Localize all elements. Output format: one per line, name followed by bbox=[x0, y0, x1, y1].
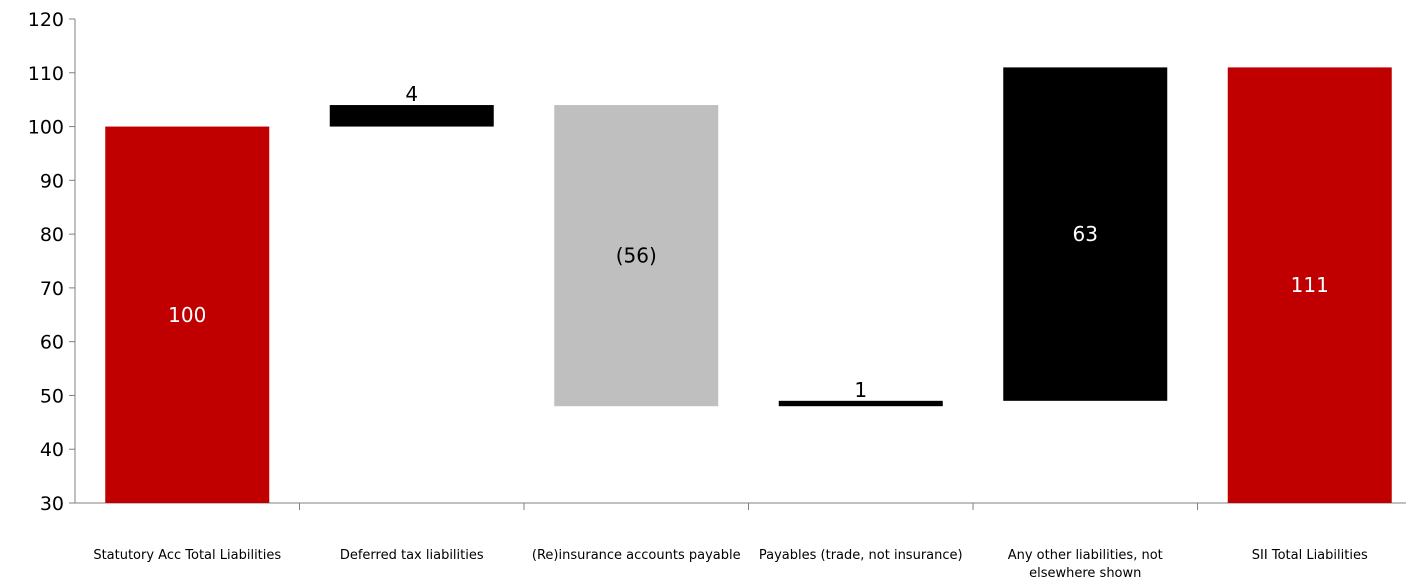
y-tick-label: 70 bbox=[40, 278, 64, 300]
bar-increase bbox=[1003, 67, 1168, 401]
category-label: Deferred tax liabilities bbox=[340, 548, 484, 563]
bar-total bbox=[105, 126, 270, 504]
y-tick-label: 50 bbox=[40, 385, 64, 407]
category-labels: Statutory Acc Total Liabilities Deferred … bbox=[93, 548, 1368, 581]
x-axis bbox=[75, 502, 1406, 510]
bar-decrease bbox=[554, 105, 719, 407]
y-tick-label: 30 bbox=[40, 493, 64, 515]
data-label: 4 bbox=[405, 82, 418, 106]
category-label: (Re)insurance accounts payable bbox=[532, 548, 741, 563]
bar-increase bbox=[778, 400, 943, 407]
bar-total bbox=[1227, 67, 1392, 504]
category-label: Statutory Acc Total Liabilities bbox=[93, 548, 281, 563]
data-label: 100 bbox=[168, 303, 206, 327]
y-tick-label: 40 bbox=[40, 439, 64, 461]
data-label: 111 bbox=[1291, 273, 1329, 297]
data-label: (56) bbox=[616, 244, 657, 268]
y-axis: 30 40 50 60 70 80 90 100 110 120 bbox=[28, 9, 76, 515]
data-label: 63 bbox=[1073, 222, 1098, 246]
y-tick-label: 100 bbox=[28, 117, 64, 139]
bars bbox=[105, 67, 1392, 504]
bar-increase bbox=[329, 105, 494, 127]
category-label: Any other liabilities, not elsewhere show… bbox=[1008, 548, 1163, 581]
y-tick-label: 90 bbox=[40, 170, 64, 192]
y-tick-label: 80 bbox=[40, 224, 64, 246]
data-label: 1 bbox=[854, 378, 867, 402]
category-label: SII Total Liabilities bbox=[1252, 548, 1368, 563]
data-labels: 100 4 (56) 1 63 111 bbox=[168, 82, 1329, 402]
y-tick-label: 120 bbox=[28, 9, 64, 31]
y-tick-label: 60 bbox=[40, 332, 64, 354]
y-tick-label: 110 bbox=[28, 63, 64, 85]
category-label: Payables (trade, not insurance) bbox=[759, 548, 963, 563]
